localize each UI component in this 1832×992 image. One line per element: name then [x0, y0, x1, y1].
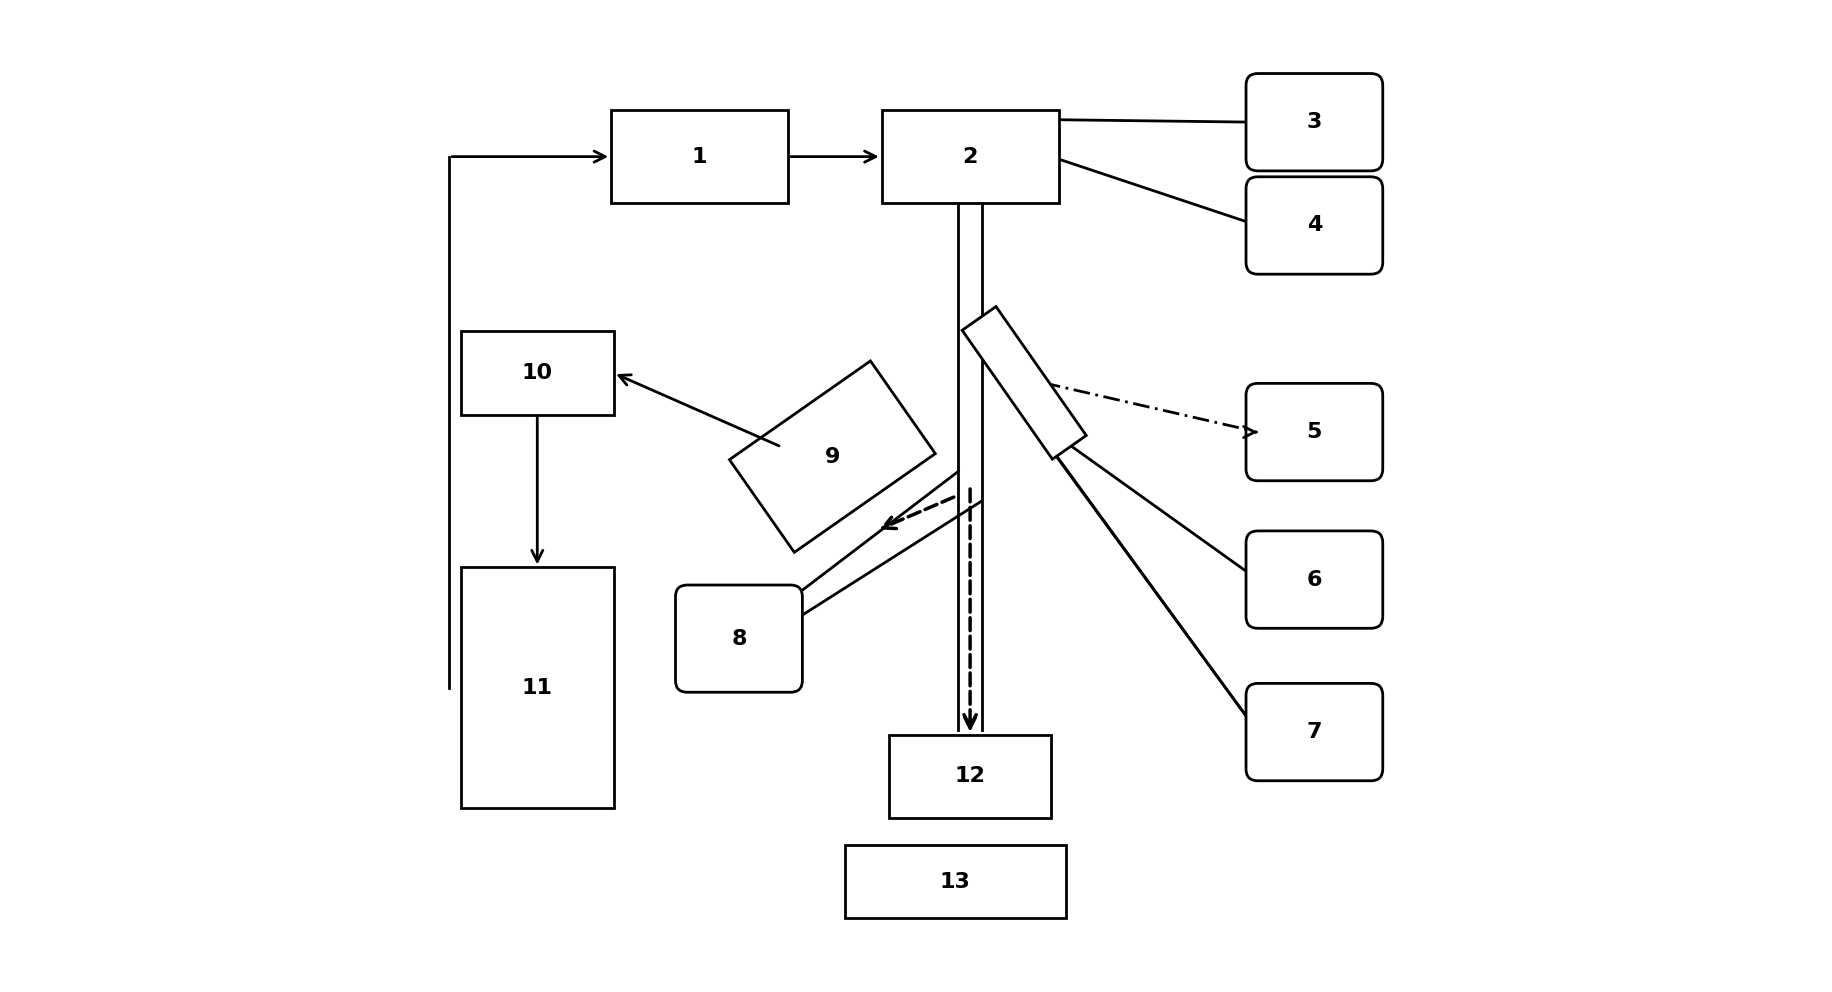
Text: 6: 6 [1306, 569, 1323, 589]
Text: 4: 4 [1306, 215, 1323, 235]
Text: 2: 2 [962, 147, 978, 167]
Text: 10: 10 [522, 363, 553, 383]
Bar [845, 845, 1066, 919]
FancyBboxPatch shape [1246, 73, 1383, 171]
Text: 11: 11 [522, 678, 553, 697]
Text: 5: 5 [1306, 422, 1323, 442]
Text: 13: 13 [940, 872, 971, 892]
Text: 3: 3 [1306, 112, 1323, 132]
Polygon shape [729, 361, 936, 553]
Text: 1: 1 [692, 147, 707, 167]
Text: 8: 8 [731, 629, 747, 649]
Polygon shape [962, 307, 1086, 459]
Bar [881, 110, 1059, 203]
Text: 9: 9 [824, 446, 841, 466]
FancyBboxPatch shape [1246, 383, 1383, 481]
FancyBboxPatch shape [1246, 531, 1383, 628]
FancyBboxPatch shape [1246, 683, 1383, 781]
FancyBboxPatch shape [676, 585, 802, 692]
Bar [612, 110, 788, 203]
FancyBboxPatch shape [1246, 177, 1383, 274]
Bar [462, 567, 614, 808]
Bar [889, 734, 1052, 818]
Bar [462, 331, 614, 415]
Text: 7: 7 [1306, 722, 1323, 742]
Text: 12: 12 [954, 767, 986, 787]
